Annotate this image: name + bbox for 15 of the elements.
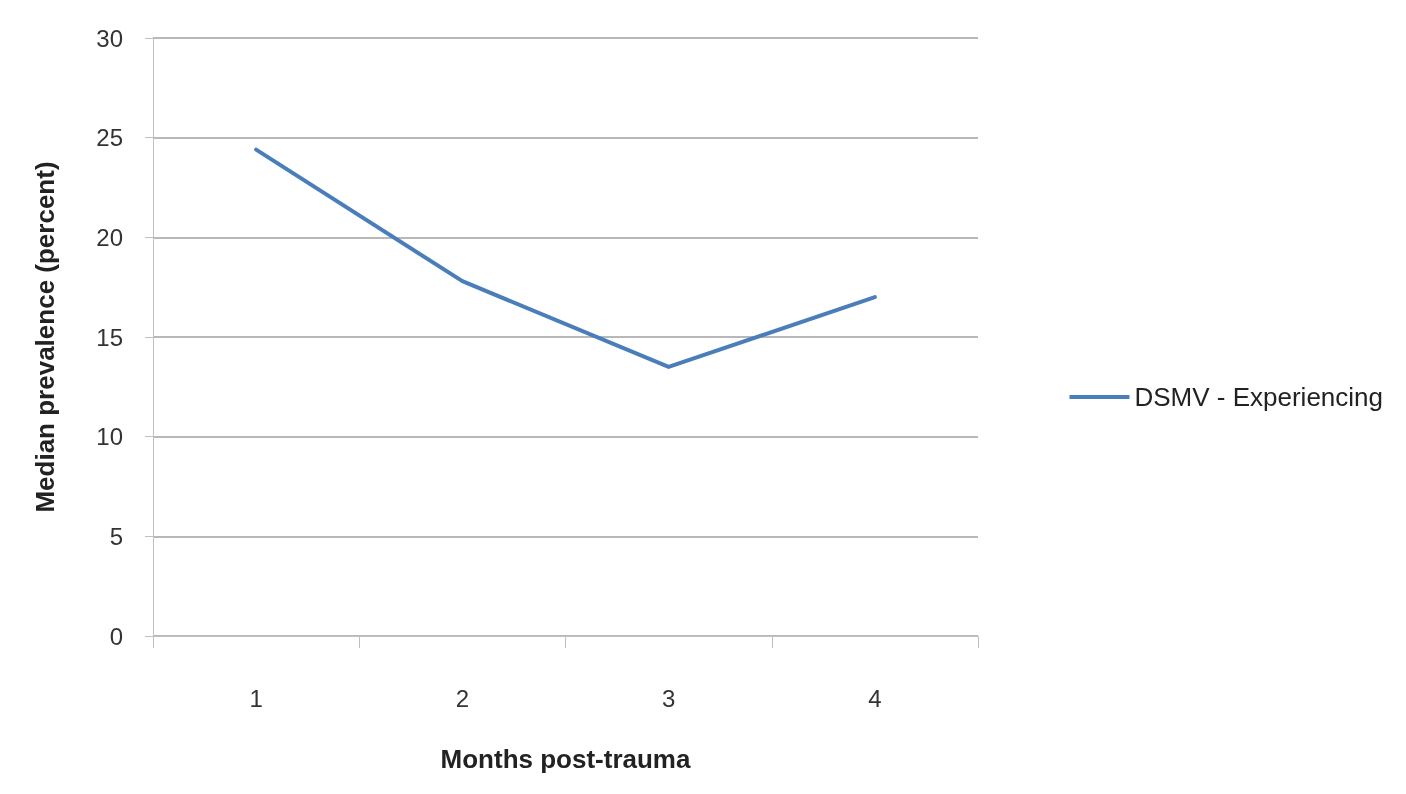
x-axis-title: Months post-trauma: [440, 744, 691, 774]
x-tick-label: 4: [868, 684, 882, 712]
legend-label: DSMV - Experiencing: [1134, 382, 1384, 412]
y-tick-label: 15: [96, 323, 123, 351]
x-tick-label: 1: [249, 684, 263, 712]
y-tick-label: 25: [96, 124, 123, 152]
y-tick-label: 10: [96, 423, 123, 451]
x-tick-label: 3: [661, 684, 676, 712]
y-axis-title: Median prevalence (percent): [30, 161, 60, 513]
y-tick-label: 5: [109, 522, 123, 550]
line-series: [254, 147, 877, 369]
x-tick-label: 2: [455, 684, 470, 712]
y-tick-label: 0: [109, 622, 123, 650]
y-tick-label: 20: [96, 223, 123, 251]
y-tick-label: 30: [96, 24, 123, 52]
